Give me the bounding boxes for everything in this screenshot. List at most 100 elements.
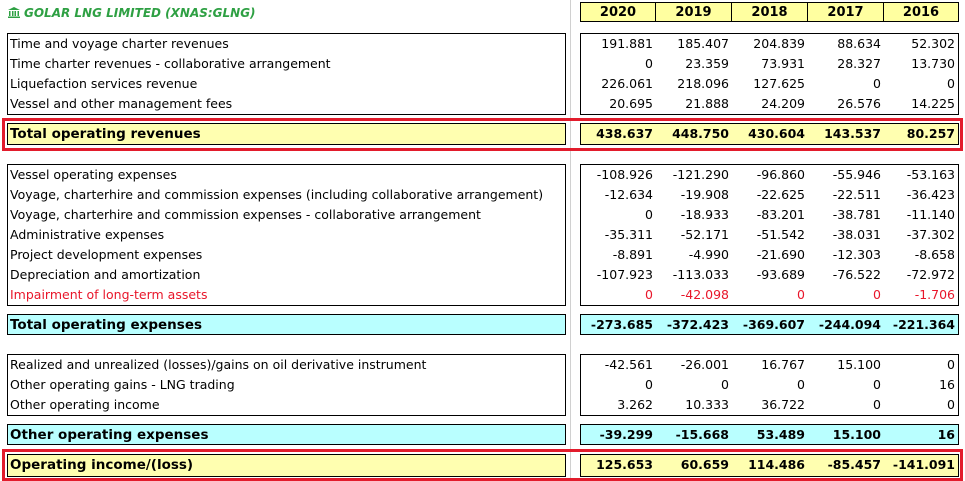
value-2019: -42.098 bbox=[680, 287, 729, 302]
value-2017: 0 bbox=[873, 287, 881, 302]
value-2020: -273.685 bbox=[590, 317, 653, 332]
value-2020: -8.891 bbox=[612, 247, 653, 262]
value-2017: 88.634 bbox=[837, 36, 881, 51]
value-2016: 0 bbox=[947, 397, 955, 412]
value-2020: -39.299 bbox=[599, 427, 653, 442]
revenues-label-box bbox=[7, 33, 566, 115]
value-2016: 16 bbox=[937, 427, 955, 442]
value-2019: 60.659 bbox=[680, 457, 729, 472]
value-2020: 3.262 bbox=[617, 397, 653, 412]
row-label: Voyage, charterhire and commission expen… bbox=[10, 187, 544, 202]
company-header: GOLAR LNG LIMITED (XNAS:GLNG) bbox=[8, 4, 256, 22]
value-2016: 52.302 bbox=[911, 36, 955, 51]
row-label: Depreciation and amortization bbox=[10, 267, 201, 282]
year-header-2020: 2020 bbox=[580, 2, 656, 22]
row-label: Liquefaction services revenue bbox=[10, 76, 198, 91]
value-2017: 0 bbox=[873, 76, 881, 91]
value-2018: -51.542 bbox=[756, 227, 805, 242]
value-2017: 26.576 bbox=[837, 96, 881, 111]
value-2020: 438.637 bbox=[596, 126, 653, 141]
value-2016: -11.140 bbox=[906, 207, 955, 222]
value-2016: -53.163 bbox=[906, 167, 955, 182]
value-2016: -37.302 bbox=[906, 227, 955, 242]
value-2019: -4.990 bbox=[688, 247, 729, 262]
value-2016: 0 bbox=[947, 357, 955, 372]
value-2016: -1.706 bbox=[914, 287, 955, 302]
total-expenses-row: Total operating expenses -273.685 -372.423… bbox=[0, 315, 965, 335]
value-2019: 185.407 bbox=[677, 36, 729, 51]
bank-icon bbox=[8, 7, 20, 18]
value-2020: 125.653 bbox=[596, 457, 653, 472]
expenses-label-box bbox=[7, 164, 566, 306]
total-revenues-values-box bbox=[580, 123, 959, 145]
value-2018: 0 bbox=[797, 377, 805, 392]
value-2018: -96.860 bbox=[756, 167, 805, 182]
other-row: Other operating income 3.262 10.333 36.722 0… bbox=[0, 395, 965, 415]
expense-row: Administrative expenses -35.311 -52.171 -51… bbox=[0, 225, 965, 245]
year-header-2019: 2019 bbox=[655, 2, 732, 22]
value-2018: -369.607 bbox=[742, 317, 805, 332]
row-label: Time and voyage charter revenues bbox=[10, 36, 229, 51]
value-2018: 24.209 bbox=[761, 96, 805, 111]
value-2018: 16.767 bbox=[761, 357, 805, 372]
value-2019: 10.333 bbox=[685, 397, 729, 412]
other-label-box bbox=[7, 354, 566, 416]
value-2016: -141.091 bbox=[892, 457, 955, 472]
value-2018: 114.486 bbox=[748, 457, 805, 472]
total-other-row: Other operating expenses -39.299 -15.668 53… bbox=[0, 425, 965, 445]
year-header-2018: 2018 bbox=[731, 2, 808, 22]
value-2018: -21.690 bbox=[756, 247, 805, 262]
value-2016: 13.730 bbox=[911, 56, 955, 71]
value-2017: 143.537 bbox=[824, 126, 881, 141]
value-2020: -12.634 bbox=[604, 187, 653, 202]
value-2017: 28.327 bbox=[837, 56, 881, 71]
value-2017: 15.100 bbox=[832, 427, 881, 442]
value-2019: -113.033 bbox=[672, 267, 729, 282]
row-label: Vessel and other management fees bbox=[10, 96, 233, 111]
value-2017: -244.094 bbox=[818, 317, 881, 332]
expense-row: Voyage, charterhire and commission expen… bbox=[0, 185, 965, 205]
year-header-2016: 2016 bbox=[883, 2, 959, 22]
value-2018: -22.625 bbox=[756, 187, 805, 202]
value-2020: 0 bbox=[645, 377, 653, 392]
operating-income-highlight bbox=[2, 449, 963, 481]
value-2017: -85.457 bbox=[827, 457, 881, 472]
company-title: GOLAR LNG LIMITED (XNAS:GLNG) bbox=[24, 6, 256, 20]
value-2019: -15.668 bbox=[675, 427, 729, 442]
expense-row: Depreciation and amortization -107.923 -11… bbox=[0, 265, 965, 285]
other-row: Other operating gains - LNG trading 0 0 0 0 1… bbox=[0, 375, 965, 395]
operating-income-row: Operating income/(loss) 125.653 60.659 114.… bbox=[0, 455, 965, 475]
value-2018: 127.625 bbox=[753, 76, 805, 91]
value-2019: -121.290 bbox=[672, 167, 729, 182]
value-2016: 16 bbox=[939, 377, 955, 392]
value-2017: -12.303 bbox=[832, 247, 881, 262]
value-2016: -221.364 bbox=[892, 317, 955, 332]
value-2020: 191.881 bbox=[601, 36, 653, 51]
value-2017: -76.522 bbox=[832, 267, 881, 282]
revenue-row: Time and voyage charter revenues 191.881 1… bbox=[0, 34, 965, 54]
value-2018: 73.931 bbox=[761, 56, 805, 71]
value-2016: -8.658 bbox=[914, 247, 955, 262]
value-2017: 0 bbox=[873, 397, 881, 412]
value-2019: 218.096 bbox=[677, 76, 729, 91]
value-2020: -42.561 bbox=[604, 357, 653, 372]
value-2018: 0 bbox=[797, 287, 805, 302]
total-revenues-label-box bbox=[7, 123, 566, 145]
row-label: Voyage, charterhire and commission expen… bbox=[10, 207, 481, 222]
value-2020: -108.926 bbox=[596, 167, 653, 182]
total-expenses-label-box bbox=[7, 314, 566, 335]
value-2020: 226.061 bbox=[601, 76, 653, 91]
value-2020: -107.923 bbox=[596, 267, 653, 282]
expense-row: Impairment of long-term assets 0 -42.098 0 0… bbox=[0, 285, 965, 305]
value-2019: -19.908 bbox=[680, 187, 729, 202]
value-2017: 0 bbox=[873, 377, 881, 392]
revenue-row: Vessel and other management fees 20.695 21… bbox=[0, 94, 965, 114]
other-row: Realized and unrealized (losses)/gains o… bbox=[0, 355, 965, 375]
value-2018: 430.604 bbox=[748, 126, 805, 141]
value-2019: 0 bbox=[721, 377, 729, 392]
value-2016: -72.972 bbox=[906, 267, 955, 282]
value-2020: 0 bbox=[645, 56, 653, 71]
value-2019: -18.933 bbox=[680, 207, 729, 222]
value-2018: -93.689 bbox=[756, 267, 805, 282]
total-expenses-values-box bbox=[580, 314, 959, 335]
